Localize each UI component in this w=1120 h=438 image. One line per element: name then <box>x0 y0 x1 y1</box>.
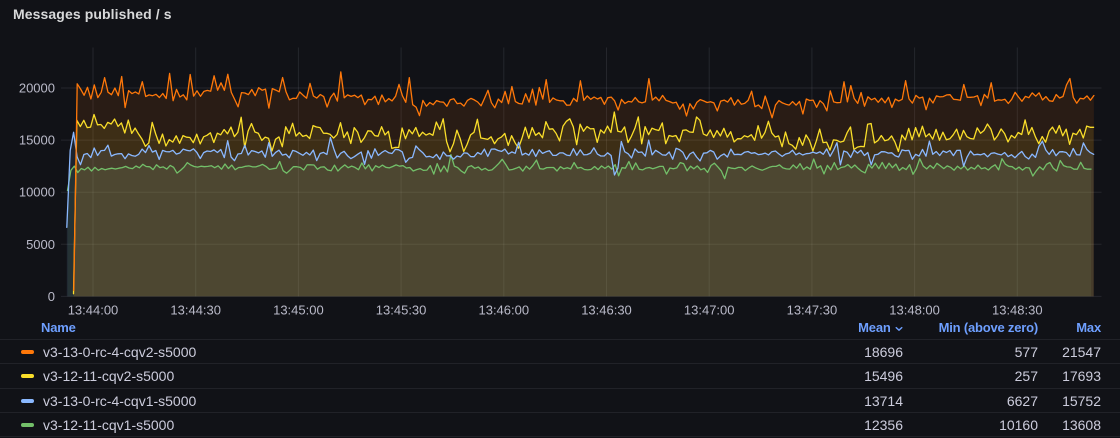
svg-text:0: 0 <box>48 289 55 304</box>
svg-text:13:44:00: 13:44:00 <box>68 303 119 318</box>
svg-text:20000: 20000 <box>19 81 55 96</box>
svg-text:5000: 5000 <box>26 237 55 252</box>
svg-text:15000: 15000 <box>19 133 55 148</box>
svg-text:13:46:00: 13:46:00 <box>478 303 529 318</box>
svg-text:13:45:30: 13:45:30 <box>376 303 427 318</box>
svg-text:13:47:00: 13:47:00 <box>684 303 735 318</box>
svg-text:10000: 10000 <box>19 185 55 200</box>
svg-text:13:47:30: 13:47:30 <box>787 303 838 318</box>
svg-text:13:44:30: 13:44:30 <box>170 303 221 318</box>
svg-text:13:48:30: 13:48:30 <box>992 303 1043 318</box>
svg-text:13:45:00: 13:45:00 <box>273 303 324 318</box>
svg-text:13:48:00: 13:48:00 <box>889 303 940 318</box>
svg-text:13:46:30: 13:46:30 <box>581 303 632 318</box>
